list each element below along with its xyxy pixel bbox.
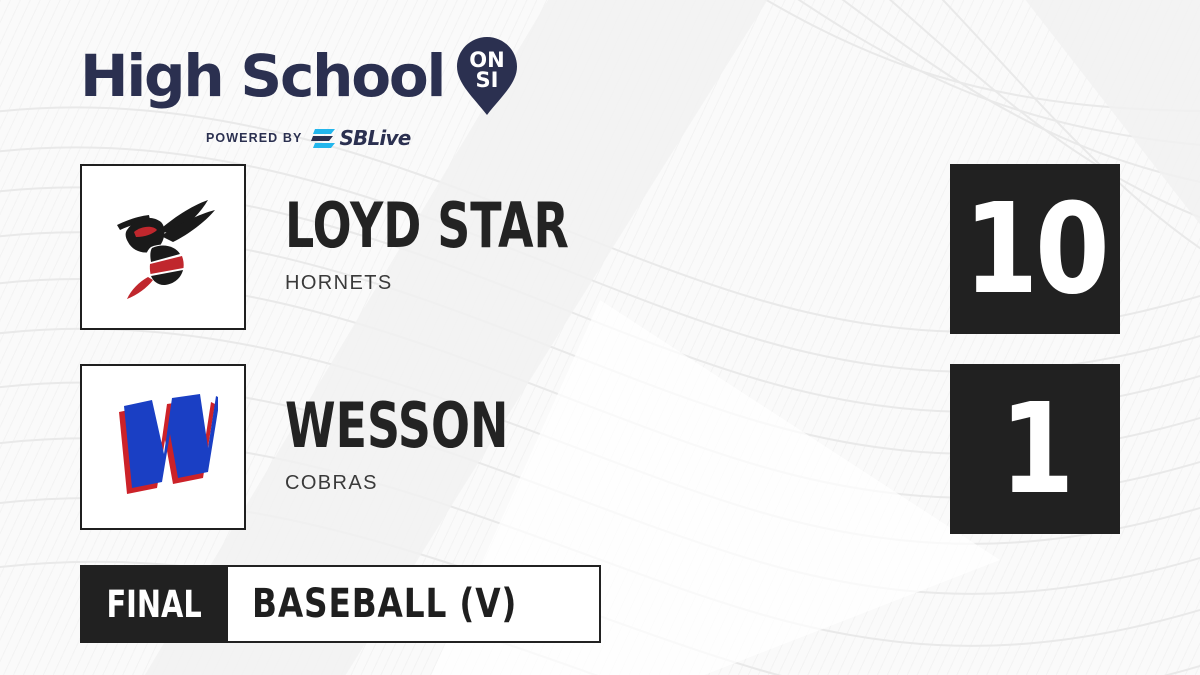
- team-mascot: HORNETS: [285, 272, 393, 294]
- wesson-w-logo-icon: [108, 390, 218, 505]
- sblive-logo: SBLive: [311, 126, 411, 150]
- team-row: WESSON COBRAS 1: [80, 364, 1120, 534]
- team-name: WESSON: [285, 389, 509, 462]
- powered-by-row: POWERED BY SBLive: [206, 126, 600, 150]
- powered-by-label: POWERED BY: [206, 131, 303, 145]
- team-text-block: WESSON COBRAS: [285, 389, 925, 495]
- team-logo-box: [80, 364, 246, 530]
- sblive-wordmark: SBLive: [339, 126, 411, 150]
- team-name: LOYD STAR: [285, 189, 569, 262]
- team-logo-box: [80, 164, 246, 330]
- team-score: 1: [999, 376, 1074, 522]
- game-status-bar: FINAL BASEBALL (V): [80, 565, 602, 643]
- sblive-s-icon: [311, 128, 336, 148]
- team-score-box: 10: [950, 164, 1120, 334]
- sport-label: BASEBALL (V): [252, 581, 518, 627]
- status-badge-label: FINAL: [106, 582, 202, 626]
- pin-label-on: ON: [470, 48, 505, 72]
- on-si-pin-icon: ON SI: [456, 36, 518, 116]
- team-row: LOYD STAR HORNETS 10: [80, 164, 1120, 334]
- team-text-block: LOYD STAR HORNETS: [285, 189, 925, 295]
- hornet-logo-icon: [103, 192, 223, 302]
- brand-title-row: High School ON SI: [80, 36, 600, 116]
- status-badge: FINAL: [80, 565, 228, 643]
- team-score-box: 1: [950, 364, 1120, 534]
- pin-label-si: SI: [476, 68, 499, 92]
- brand-header: High School ON SI POWERED BY SBLive: [80, 36, 600, 150]
- sport-label-panel: BASEBALL (V): [228, 565, 602, 643]
- brand-title: High School: [80, 42, 446, 110]
- team-score: 10: [963, 176, 1110, 322]
- team-mascot: COBRAS: [285, 472, 378, 494]
